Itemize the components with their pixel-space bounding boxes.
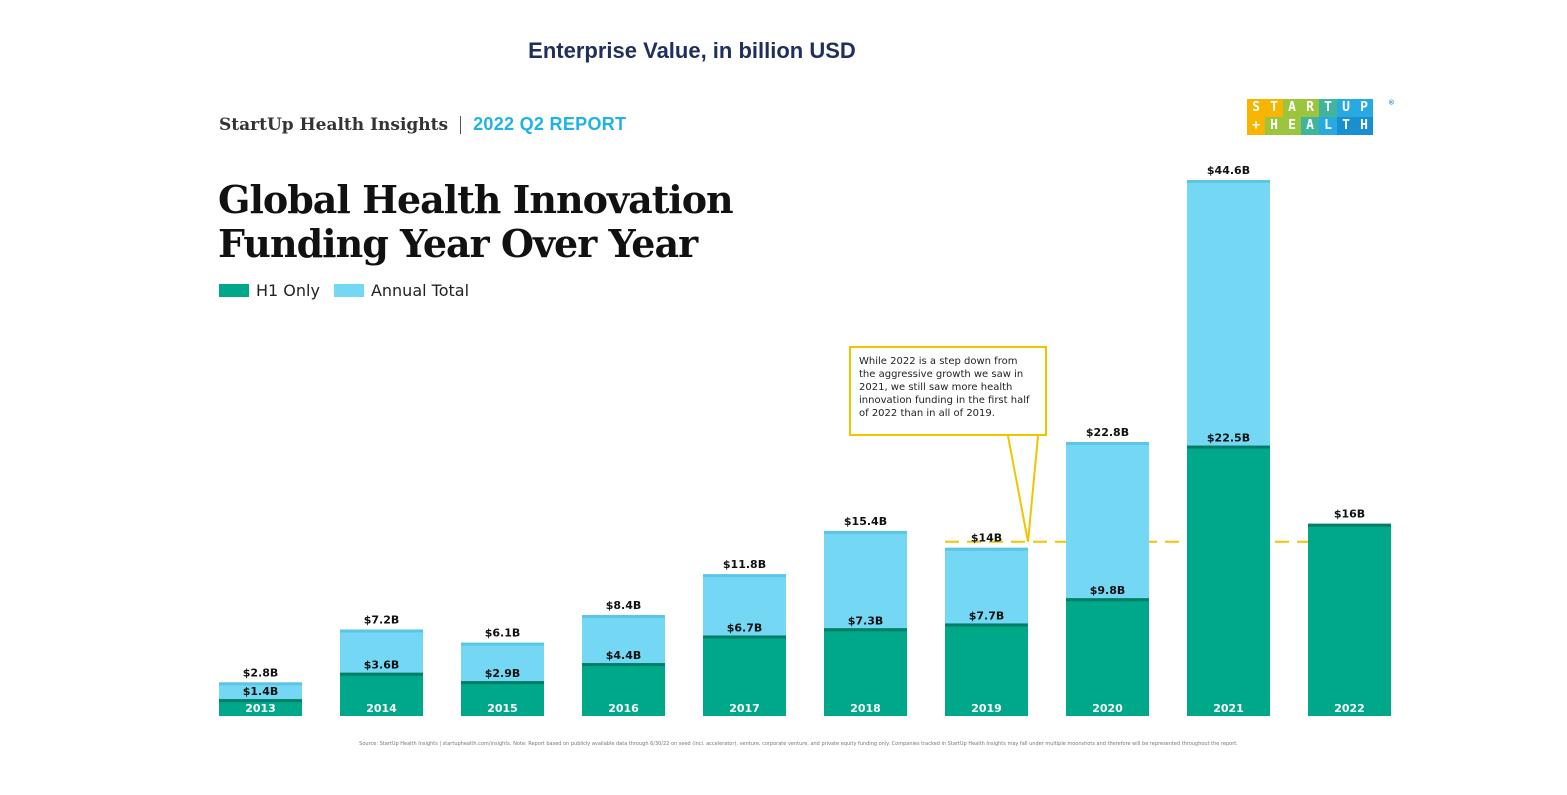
h1-bar <box>945 623 1028 716</box>
h1-bar-cap <box>1066 598 1149 602</box>
year-tick-label: 2017 <box>729 702 760 715</box>
h1-value-label: $4.4B <box>606 649 642 662</box>
legend-item-h1: H1 Only <box>219 281 320 300</box>
report-label: 2022 Q2 REPORT <box>473 114 627 134</box>
annual-total-value-label: $14B <box>971 532 1002 545</box>
logo-health-letter: H <box>1265 117 1283 135</box>
legend-swatch-h1 <box>219 284 249 297</box>
h1-bar <box>219 699 302 716</box>
logo-health-letter: + <box>1247 117 1265 135</box>
h1-bar-cap <box>219 699 302 703</box>
year-tick-label: 2016 <box>608 702 639 715</box>
logo-startup-letter: U <box>1337 99 1355 117</box>
logo-startup-letter: R <box>1301 99 1319 117</box>
legend-swatch-annual <box>333 284 364 297</box>
h1-bar <box>703 635 786 716</box>
annual-total-bar-cap <box>582 615 665 619</box>
h1-bar-cap <box>340 672 423 676</box>
h1-value-label: $7.7B <box>969 609 1005 622</box>
chart-title-line-2: Funding Year Over Year <box>218 221 698 266</box>
h1-bar-cap <box>1187 445 1270 449</box>
logo-startup-letter: P <box>1355 99 1373 117</box>
logo-startup-letter: T <box>1319 99 1337 117</box>
annual-total-value-label: $22.8B <box>1086 426 1129 439</box>
h1-bar <box>1308 523 1391 716</box>
logo-startup-letter: T <box>1265 99 1283 117</box>
annual-total-value-label: $2.8B <box>243 666 279 679</box>
source-note: Source: StartUp Health Insights | startu… <box>359 741 1238 747</box>
h1-bar <box>824 628 907 716</box>
logo-health-letter: A <box>1301 117 1319 135</box>
annual-total-bar-cap <box>824 530 907 534</box>
h1-bar <box>461 681 544 716</box>
h1-bar-cap <box>824 628 907 632</box>
report-header: StartUp Health Insights 2022 Q2 REPORT <box>219 114 626 135</box>
callout-pointer <box>1007 435 1039 542</box>
h1-bar-cap <box>582 663 665 667</box>
logo-health-letter: E <box>1283 117 1301 135</box>
annual-total-bar-cap <box>703 574 786 578</box>
h1-value-label: $9.8B <box>1090 584 1126 597</box>
year-tick-label: 2019 <box>971 702 1002 715</box>
h1-bar <box>340 672 423 716</box>
h1-value-label: $6.7B <box>727 621 763 634</box>
year-tick-label: 2018 <box>850 702 881 715</box>
h1-value-label: $22.5B <box>1207 432 1250 445</box>
logo-health-letter: T <box>1337 117 1355 135</box>
year-tick-label: 2015 <box>487 702 518 715</box>
legend-item-annual: Annual Total <box>333 281 470 300</box>
chart-caption: Enterprise Value, in billion USD <box>528 38 856 63</box>
logo-health-letter: L <box>1319 117 1337 135</box>
h1-value-label: $1.4B <box>243 685 279 698</box>
logo-registered-mark: ® <box>1389 98 1394 107</box>
legend-label-h1: H1 Only <box>256 281 320 300</box>
annual-total-bar-cap <box>219 682 302 686</box>
annual-total-bar-cap <box>1187 180 1270 183</box>
year-tick-label: 2014 <box>366 702 397 715</box>
logo-health-letter: H <box>1355 117 1373 135</box>
logo-startup-letter: A <box>1283 99 1301 117</box>
brand-name: StartUp Health Insights <box>219 114 449 135</box>
annual-total-bar-cap <box>461 642 544 646</box>
year-tick-label: 2020 <box>1092 702 1123 715</box>
h1-bar <box>1066 598 1149 716</box>
annual-total-value-label: $7.2B <box>364 613 400 626</box>
chart-legend: H1 Only Annual Total <box>219 281 483 300</box>
annual-total-bar-cap <box>340 629 423 633</box>
annual-total-bar-cap <box>945 547 1028 551</box>
h1-bar <box>582 663 665 716</box>
h1-value-label: $3.6B <box>364 659 400 672</box>
year-tick-label: 2013 <box>245 702 276 715</box>
logo-row-health: + H E A L T H <box>1247 117 1373 135</box>
annual-total-value-label: $6.1B <box>485 627 521 640</box>
h1-bar-cap <box>703 635 786 639</box>
annual-total-value-label: $11.8B <box>723 558 766 571</box>
h1-value-label: $16B <box>1334 508 1365 521</box>
h1-bar <box>1187 445 1270 716</box>
header-divider <box>460 115 462 134</box>
h1-bar-cap <box>461 681 544 685</box>
annual-total-value-label: $15.4B <box>844 515 887 528</box>
annual-total-value-label: $44.6B <box>1207 164 1250 177</box>
year-tick-label: 2022 <box>1334 702 1365 715</box>
chart-title: Global Health Innovation Funding Year Ov… <box>218 177 734 266</box>
chart-title-line-1: Global Health Innovation <box>218 177 734 222</box>
h1-value-label: $7.3B <box>848 614 884 627</box>
h1-value-label: $2.9B <box>485 667 521 680</box>
annual-total-bar-cap <box>1066 441 1149 445</box>
annual-total-value-label: $8.4B <box>606 599 642 612</box>
year-tick-label: 2021 <box>1213 702 1244 715</box>
callout-box: While 2022 is a step down from the aggre… <box>849 346 1047 436</box>
legend-label-annual: Annual Total <box>370 281 470 300</box>
logo-startup-letter: S <box>1247 99 1265 117</box>
h1-bar-cap <box>1308 523 1391 527</box>
h1-bar-cap <box>945 623 1028 627</box>
